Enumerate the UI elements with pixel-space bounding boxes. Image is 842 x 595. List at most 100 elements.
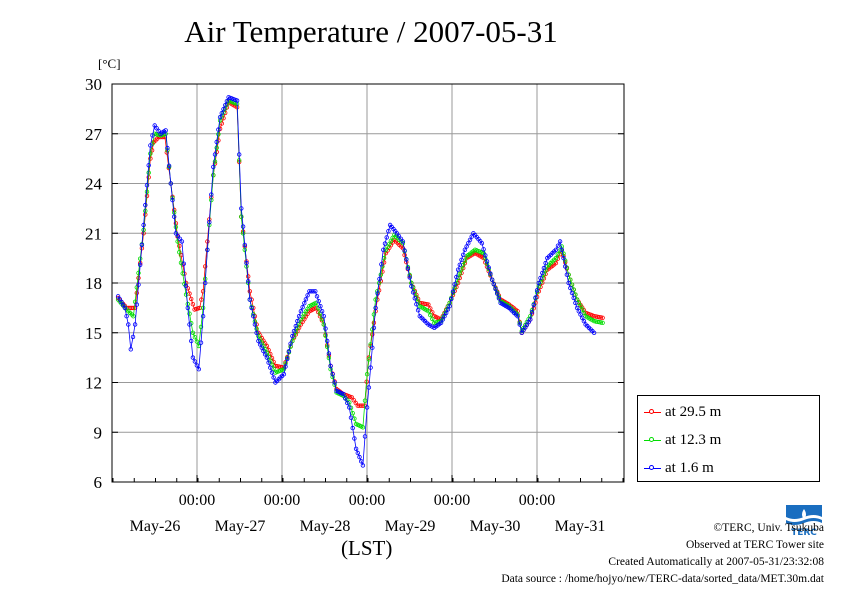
data-point-2 <box>168 181 173 186</box>
data-point-2 <box>405 266 411 271</box>
data-point-1 <box>175 239 180 244</box>
data-point-2 <box>239 206 244 211</box>
data-point-1 <box>177 249 182 255</box>
data-point-0 <box>188 296 194 302</box>
data-point-1 <box>378 272 383 277</box>
y-axis-unit-label: [°C] <box>98 56 121 71</box>
data-point-2 <box>266 360 271 365</box>
x-tick-label: 00:00 <box>264 492 300 509</box>
data-point-2 <box>136 282 141 287</box>
data-point-2 <box>571 295 576 301</box>
data-point-2 <box>379 262 384 267</box>
data-point-1 <box>178 260 184 265</box>
data-point-1 <box>428 312 433 318</box>
data-point-2 <box>467 237 473 243</box>
y-tick-label: 27 <box>85 125 103 144</box>
data-point-1 <box>373 297 378 302</box>
data-point-2 <box>381 247 386 252</box>
data-point-2 <box>236 152 242 157</box>
data-point-2 <box>370 345 375 350</box>
data-point-2 <box>455 267 461 272</box>
data-point-2 <box>190 355 196 360</box>
data-point-2 <box>531 302 536 308</box>
data-point-2 <box>192 359 198 364</box>
data-point-2 <box>325 338 330 344</box>
x-axis-title: (LST) <box>341 536 393 560</box>
data-point-0 <box>553 260 559 266</box>
data-point-2 <box>568 285 573 291</box>
data-point-2 <box>496 296 502 301</box>
data-point-2 <box>364 405 370 410</box>
data-point-2 <box>360 463 366 468</box>
data-point-2 <box>185 305 190 311</box>
x-day-label: May-27 <box>215 518 266 535</box>
data-point-2 <box>198 340 204 345</box>
data-point-2 <box>438 320 444 325</box>
data-point-2 <box>124 314 129 319</box>
data-point-2 <box>330 372 335 377</box>
data-point-2 <box>404 257 409 262</box>
data-point-2 <box>355 450 360 456</box>
data-point-1 <box>192 335 198 340</box>
data-point-2 <box>139 242 145 248</box>
data-point-2 <box>212 152 218 157</box>
data-point-2 <box>368 365 373 370</box>
data-point-2 <box>357 454 362 460</box>
data-point-2 <box>343 396 348 401</box>
data-point-2 <box>128 347 133 352</box>
data-point-2 <box>290 333 295 339</box>
y-tick-label: 24 <box>85 175 103 194</box>
data-point-0 <box>351 398 356 403</box>
data-point-2 <box>209 192 214 197</box>
data-point-1 <box>317 311 323 316</box>
data-point-2 <box>350 425 355 431</box>
data-point-1 <box>600 320 605 325</box>
data-point-0 <box>177 243 182 249</box>
data-point-2 <box>137 262 143 267</box>
data-point-2 <box>245 279 251 284</box>
y-tick-label: 6 <box>94 473 103 492</box>
data-point-2 <box>170 197 175 203</box>
data-point-2 <box>126 322 131 327</box>
data-point-1 <box>366 357 372 362</box>
legend-swatch-12-3m <box>644 435 661 445</box>
data-point-2 <box>271 375 276 380</box>
x-tick-label: 00:00 <box>179 492 215 509</box>
data-point-2 <box>281 372 287 377</box>
data-point-2 <box>578 312 583 317</box>
data-point-1 <box>553 255 559 261</box>
data-point-1 <box>154 132 159 137</box>
data-point-0 <box>598 315 604 320</box>
data-point-1 <box>144 189 150 194</box>
data-point-2 <box>326 351 332 356</box>
series-line-1 <box>117 100 603 428</box>
data-point-1 <box>239 214 244 219</box>
data-point-2 <box>410 290 416 295</box>
data-point-2 <box>302 301 307 306</box>
data-point-2 <box>141 222 146 228</box>
data-point-2 <box>493 286 498 292</box>
data-point-2 <box>581 318 587 324</box>
data-point-1 <box>131 314 136 319</box>
data-point-2 <box>328 363 333 369</box>
data-point-2 <box>130 334 136 340</box>
data-point-2 <box>534 288 540 293</box>
data-point-2 <box>194 363 200 368</box>
data-point-2 <box>242 242 247 248</box>
x-tick-label: 00:00 <box>434 492 470 509</box>
series-line-2 <box>117 96 595 466</box>
data-point-1 <box>173 224 179 230</box>
legend-label-29-5m: at 29.5 m <box>665 403 722 420</box>
data-point-2 <box>553 247 559 252</box>
data-point-0 <box>430 310 435 315</box>
data-point-2 <box>211 164 216 170</box>
terc-logo: TERC <box>784 503 824 539</box>
data-point-2 <box>148 143 153 148</box>
data-point-2 <box>555 243 561 248</box>
data-point-0 <box>164 150 169 155</box>
data-point-2 <box>384 235 389 240</box>
x-day-label: May-26 <box>130 518 181 535</box>
y-tick-label: 9 <box>94 423 103 442</box>
data-point-1 <box>569 282 575 287</box>
